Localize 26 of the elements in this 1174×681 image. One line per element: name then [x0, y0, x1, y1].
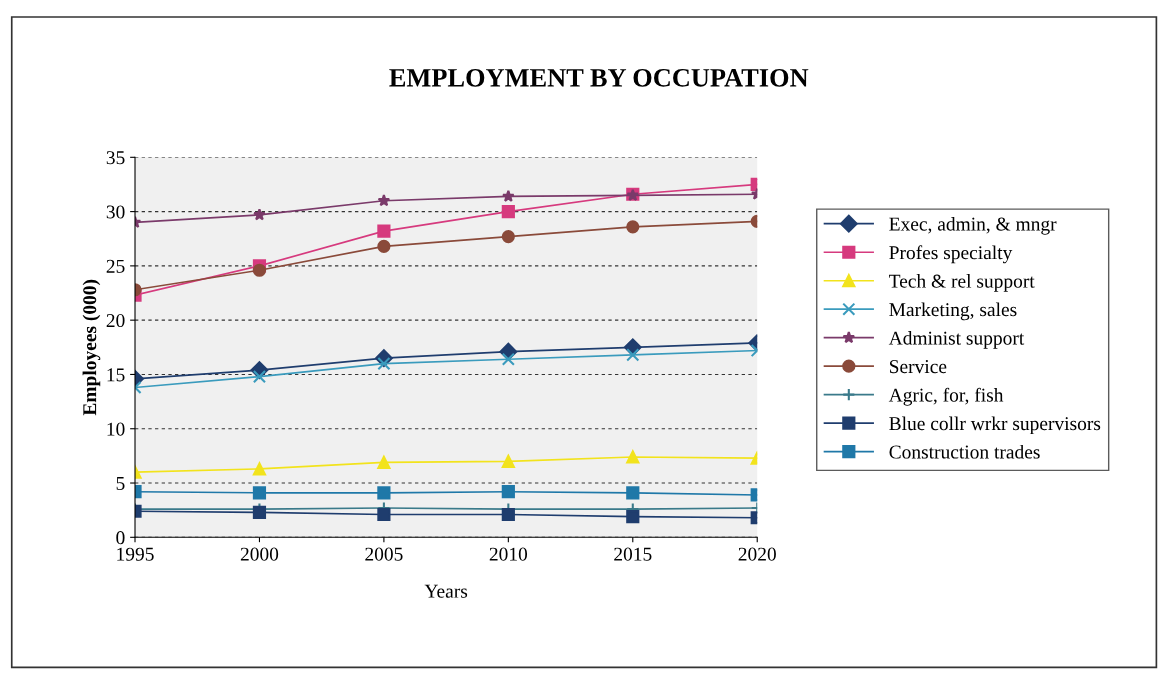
y-tick-label: 25 [106, 259, 125, 273]
x-tick-label: 2000 [240, 547, 279, 561]
x-tick-label: 2010 [489, 547, 528, 561]
x-tick-label: 2020 [738, 547, 776, 561]
legend-label: Service [889, 360, 947, 374]
legend-label: Construction trades [889, 444, 1040, 459]
chart-title: EMPLOYMENT BY OCCUPATION [389, 68, 809, 87]
y-tick-label: 10 [107, 422, 125, 436]
x-axis-title: Years [424, 584, 468, 598]
legend-label: Administ support [888, 331, 1025, 349]
y-tick-label: 15 [107, 368, 125, 382]
x-tick-label: 2005 [365, 547, 403, 561]
y-tick-label: 30 [106, 205, 125, 219]
legend-label: Exec, admin, & mngr [889, 216, 1057, 235]
y-tick-label: 20 [106, 313, 125, 328]
x-tick-label: 1995 [117, 547, 154, 561]
y-tick-label: 35 [106, 151, 125, 165]
y-axis-title: Employees (000) [82, 279, 101, 416]
legend-label: Marketing, sales [889, 302, 1017, 321]
y-tick-label: 5 [116, 477, 125, 490]
legend-label: Agric, for, fish [888, 387, 1004, 406]
legend-label: Blue collr wrkr supervisors [889, 416, 1101, 435]
x-tick-label: 2015 [614, 547, 652, 561]
y-tick-label: 0 [116, 531, 125, 545]
legend-label: Tech & rel support [889, 274, 1035, 292]
legend-label: Profes specialty [889, 245, 1013, 264]
